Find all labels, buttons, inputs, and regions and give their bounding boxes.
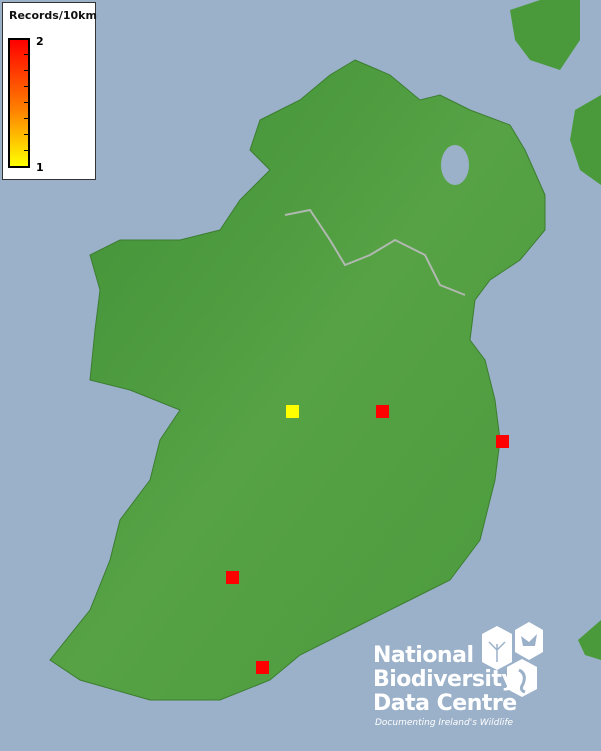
- record-square[interactable]: [226, 571, 239, 584]
- lough-neagh: [441, 145, 469, 185]
- record-square[interactable]: [496, 435, 509, 448]
- logo-line-1: National: [373, 643, 474, 668]
- legend-min-label: 1: [36, 161, 44, 174]
- scotland-landmass-east: [570, 95, 601, 185]
- logo-line-3: Data Centre: [373, 691, 517, 716]
- legend-color-scale: [8, 38, 30, 168]
- hexagon-wildlife-icon: [482, 622, 543, 697]
- ireland-landmass: [49, 59, 546, 701]
- logo-line-2: Biodiversity: [373, 667, 516, 692]
- legend-title: Records/10km: [9, 9, 97, 22]
- border-line: [284, 208, 466, 296]
- record-square[interactable]: [376, 405, 389, 418]
- record-square[interactable]: [256, 661, 269, 674]
- record-square[interactable]: [286, 405, 299, 418]
- legend-max-label: 2: [36, 35, 44, 48]
- legend: Records/10km 2 1: [2, 2, 97, 180]
- logo-tagline: Documenting Ireland's Wildlife: [375, 718, 514, 728]
- wales-landmass: [578, 620, 601, 660]
- scotland-landmass: [510, 0, 580, 70]
